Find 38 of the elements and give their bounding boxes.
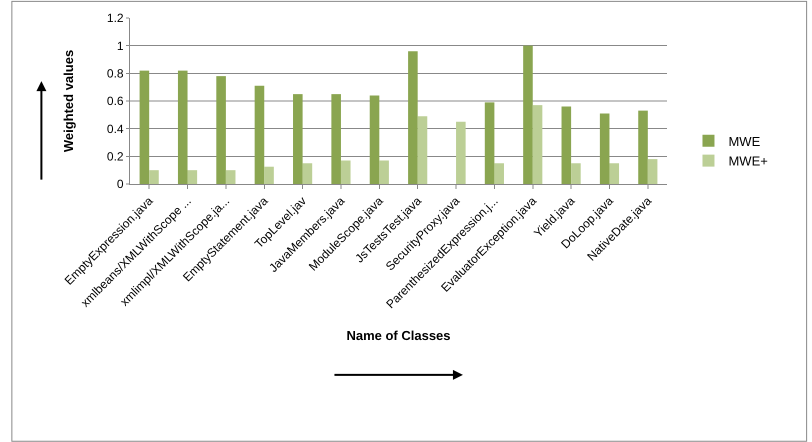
y-axis-title: Weighted values [60,50,76,152]
bar [264,166,274,184]
bar [600,113,610,184]
y-tick-label: 1.2 [106,11,124,26]
bar [293,94,303,184]
bar [254,86,264,184]
bar [638,110,648,184]
bar [379,160,389,184]
legend-label: MWE [728,134,761,149]
bar [331,94,341,184]
bar [188,170,198,184]
bar [648,159,658,184]
y-tick-label: 0.8 [106,66,124,81]
bar [571,163,581,184]
bar [340,160,351,184]
bar [149,170,159,184]
bar [216,76,226,184]
bar [484,102,494,184]
bar [226,170,236,184]
legend-label: MWE+ [728,154,768,169]
bar [140,70,150,184]
y-tick-label: 1 [116,38,124,53]
bar [370,95,380,184]
bar [532,105,542,184]
y-tick-label: 0 [116,177,124,192]
bar [456,122,466,184]
x-axis-title: Name of Classes [346,328,451,343]
bar [609,163,620,184]
bar [494,163,504,184]
bar [562,106,572,184]
bar [408,51,418,184]
bar [418,116,428,184]
y-tick-label: 0.4 [106,122,124,136]
bar [302,163,312,184]
bar [178,70,188,184]
y-tick-label: 0.2 [106,150,124,164]
y-tick-label: 0.6 [106,94,124,108]
bar [523,46,533,184]
